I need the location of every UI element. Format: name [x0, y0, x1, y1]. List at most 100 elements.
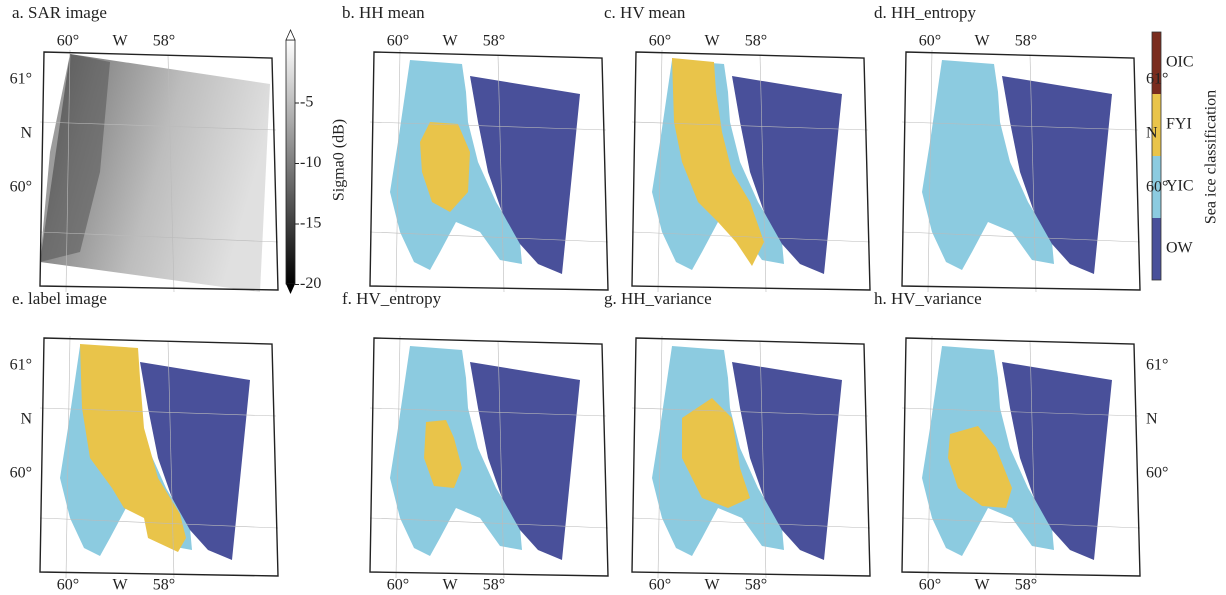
map-frame [901, 51, 1141, 291]
graticule [167, 340, 175, 579]
legend: Sea ice classification [1203, 90, 1220, 224]
left-label: N [20, 411, 32, 428]
panel-title: h. HV_variance [874, 289, 982, 308]
colorbar-label: Sigma0 (dB) [331, 119, 348, 201]
bottom-label: 60° [649, 577, 671, 594]
panel-title: a. SAR image [12, 3, 107, 22]
ow-area [1002, 362, 1112, 560]
ow-area [732, 362, 842, 560]
colorbar: Sigma0 (dB) [285, 29, 348, 294]
fyi-area [420, 122, 470, 212]
graticule [1029, 340, 1037, 579]
top-label: W [704, 33, 720, 50]
top-label: 60° [649, 33, 671, 50]
left-label: 60° [10, 179, 32, 196]
right-label: 60° [1146, 465, 1168, 482]
fyi-area [424, 420, 462, 488]
legend-swatch [1152, 156, 1161, 218]
bottom-label: W [974, 577, 990, 594]
bottom-label: 60° [387, 577, 409, 594]
bottom-label: 58° [745, 577, 767, 594]
map-frame [631, 337, 871, 577]
map-panel: g. HH_variance 60° W 58° [604, 289, 871, 594]
sar-texture [40, 54, 110, 262]
map-frame [369, 337, 609, 577]
bottom-label: W [704, 577, 720, 594]
top-label: 58° [745, 33, 767, 50]
left-label: 61° [10, 71, 32, 88]
legend-label: OW [1166, 240, 1194, 257]
map-panel: e. label image 60° W 58° 61° N 60° [10, 289, 279, 594]
graticule [631, 231, 871, 243]
graticule [369, 121, 607, 131]
top-label: W [442, 33, 458, 50]
ow-area [1002, 76, 1112, 274]
colorbar-tick-label: -10 [300, 154, 321, 171]
panel-title: c. HV mean [604, 3, 686, 22]
ow-area [732, 76, 842, 274]
top-label: W [112, 33, 128, 50]
panel-title: d. HH_entropy [874, 3, 976, 22]
graticule [901, 231, 1141, 243]
map-frame [901, 337, 1141, 577]
graticule [497, 54, 505, 293]
top-label: 58° [1015, 33, 1037, 50]
map-frame [39, 337, 279, 577]
legend-swatch [1152, 218, 1161, 280]
left-label: 61° [10, 357, 32, 374]
graticule [39, 407, 277, 417]
graticule [657, 49, 663, 293]
graticule [39, 231, 279, 243]
graticule [1029, 54, 1037, 293]
graticule [65, 335, 71, 579]
ow-area [470, 76, 580, 274]
bottom-label: 60° [919, 577, 941, 594]
legend-frame [1151, 31, 1162, 281]
graticule [901, 517, 1141, 529]
right-label: 61° [1146, 71, 1168, 88]
fyi-area [948, 426, 1012, 508]
ow-area [140, 362, 250, 560]
top-label: 60° [919, 33, 941, 50]
colorbar-tick-label: -5 [300, 94, 313, 111]
right-label: 60° [1146, 179, 1168, 196]
right-label: N [1146, 125, 1158, 142]
fyi-area [682, 398, 750, 508]
map-panel: c. HV mean 60° W 58° [604, 3, 871, 293]
map-panel: a. SAR image 60° W 58° 61° N 60° [10, 3, 279, 293]
map-panel: d. HH_entropy 60° W 58° 61° N 60° [874, 3, 1168, 293]
graticule [395, 335, 401, 579]
graticule [65, 49, 71, 293]
ow-area [470, 362, 580, 560]
graticule [759, 340, 767, 579]
fyi-area [80, 344, 186, 552]
panel-title: g. HH_variance [604, 289, 712, 308]
graticule [657, 335, 663, 579]
fyi-area [672, 58, 764, 266]
graticule [901, 407, 1139, 417]
map-frame [369, 51, 609, 291]
left-label: N [20, 125, 32, 142]
legend-label: YIC [1166, 178, 1194, 195]
panel-title: f. HV_entropy [342, 289, 442, 308]
graticule [369, 231, 609, 243]
map-frame [631, 51, 871, 291]
bottom-label: W [442, 577, 458, 594]
bottom-label: 58° [153, 577, 175, 594]
legend-swatch [1152, 32, 1161, 94]
graticule [497, 340, 505, 579]
graticule [631, 517, 871, 529]
legend-swatch [1152, 94, 1161, 156]
top-label: 58° [483, 33, 505, 50]
map-panel: h. HV_variance 60° W 58° 61° N 60° [874, 289, 1168, 594]
graticule [927, 49, 933, 293]
graticule [39, 121, 277, 131]
right-label: N [1146, 411, 1158, 428]
graticule [369, 517, 609, 529]
map-frame [39, 51, 279, 291]
graticule [39, 517, 279, 529]
top-label: 58° [153, 33, 175, 50]
graticule [369, 407, 607, 417]
map-panel: b. HH mean 60° W 58° [342, 3, 609, 293]
colorbar-tick-label: -15 [300, 215, 321, 232]
